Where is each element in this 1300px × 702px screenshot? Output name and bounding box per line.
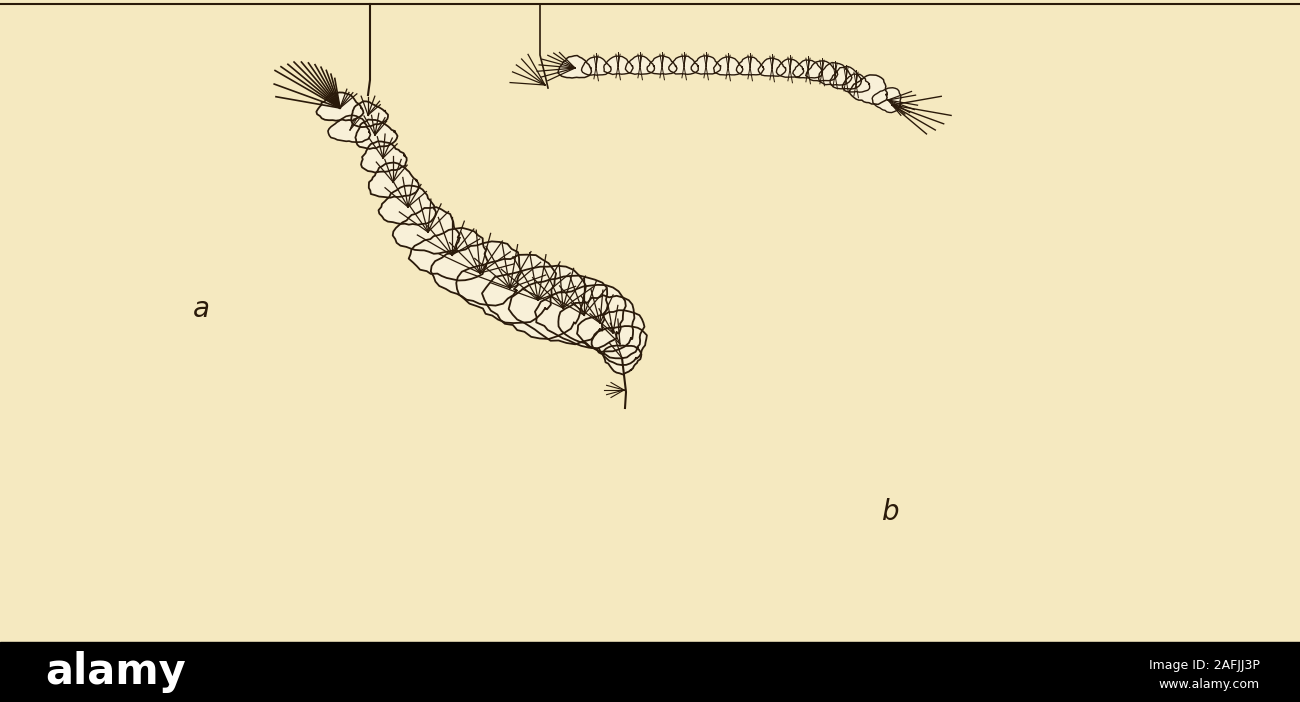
Polygon shape: [714, 57, 742, 75]
Polygon shape: [603, 56, 633, 74]
Polygon shape: [849, 75, 888, 105]
Polygon shape: [625, 56, 654, 74]
Polygon shape: [776, 59, 803, 77]
Polygon shape: [351, 101, 387, 127]
Polygon shape: [736, 57, 764, 75]
Polygon shape: [430, 241, 521, 305]
Text: b: b: [881, 498, 900, 526]
Polygon shape: [603, 345, 641, 374]
Polygon shape: [558, 55, 592, 78]
Polygon shape: [831, 66, 862, 89]
Polygon shape: [592, 326, 647, 365]
Polygon shape: [577, 310, 645, 358]
Polygon shape: [647, 55, 677, 74]
Text: alamy: alamy: [46, 651, 186, 693]
Polygon shape: [692, 56, 720, 74]
Polygon shape: [819, 62, 852, 85]
Polygon shape: [378, 185, 436, 225]
Polygon shape: [369, 163, 419, 198]
Polygon shape: [758, 58, 786, 77]
Polygon shape: [393, 207, 460, 253]
Polygon shape: [872, 88, 901, 112]
Polygon shape: [581, 57, 611, 75]
Text: www.alamy.com: www.alamy.com: [1158, 677, 1260, 691]
Polygon shape: [456, 255, 556, 323]
Bar: [0, 642, 1300, 702]
Text: Image ID: 2AFJJ3P: Image ID: 2AFJJ3P: [1149, 658, 1260, 672]
Text: a: a: [192, 295, 211, 323]
Polygon shape: [508, 276, 607, 344]
Polygon shape: [316, 93, 364, 121]
Polygon shape: [668, 56, 698, 74]
Polygon shape: [355, 119, 398, 149]
Polygon shape: [793, 60, 823, 78]
Polygon shape: [328, 115, 370, 142]
Polygon shape: [536, 285, 625, 348]
Polygon shape: [408, 227, 488, 281]
Polygon shape: [842, 74, 870, 92]
Polygon shape: [806, 61, 837, 81]
Polygon shape: [559, 296, 634, 352]
Polygon shape: [361, 141, 407, 173]
Polygon shape: [482, 266, 586, 339]
